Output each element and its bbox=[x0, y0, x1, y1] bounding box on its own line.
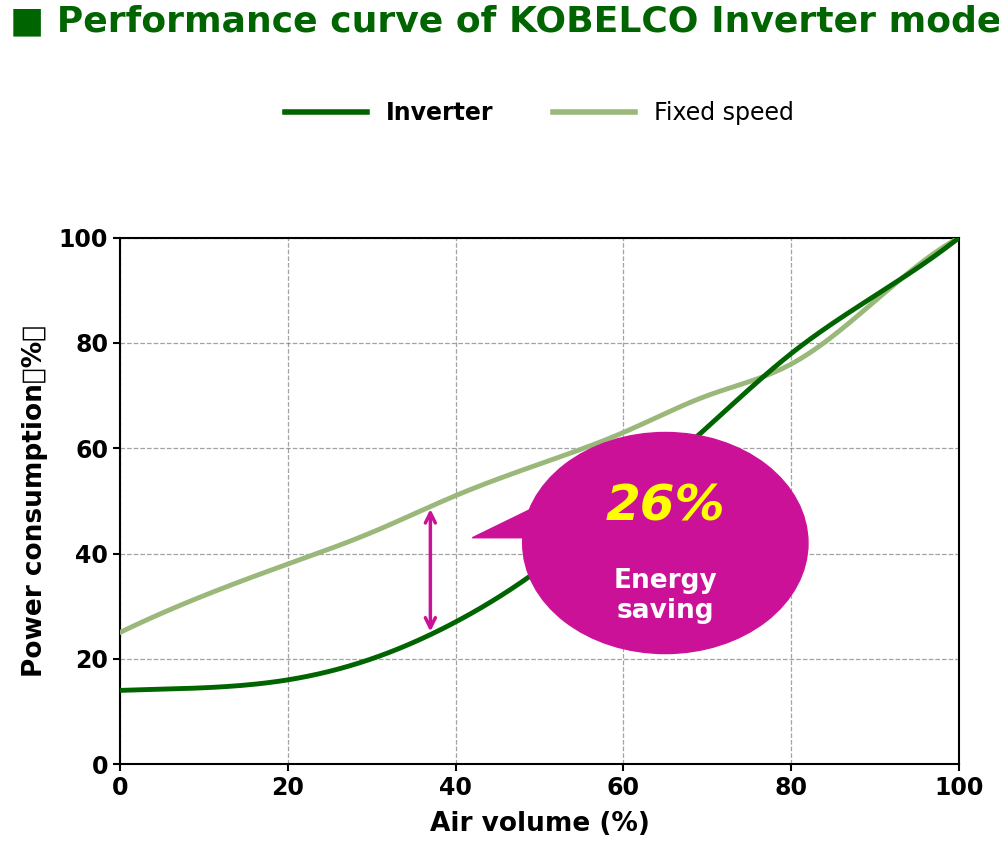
Text: 26%: 26% bbox=[605, 482, 725, 530]
X-axis label: Air volume (%): Air volume (%) bbox=[430, 811, 649, 837]
Text: Energy
saving: Energy saving bbox=[613, 568, 717, 624]
Polygon shape bbox=[473, 501, 547, 537]
Text: ■ Performance curve of KOBELCO Inverter model: ■ Performance curve of KOBELCO Inverter … bbox=[10, 4, 999, 38]
Ellipse shape bbox=[522, 432, 808, 654]
Y-axis label: Power consumption（%）: Power consumption（%） bbox=[22, 325, 48, 677]
Legend: Inverter, Fixed speed: Inverter, Fixed speed bbox=[276, 92, 803, 134]
